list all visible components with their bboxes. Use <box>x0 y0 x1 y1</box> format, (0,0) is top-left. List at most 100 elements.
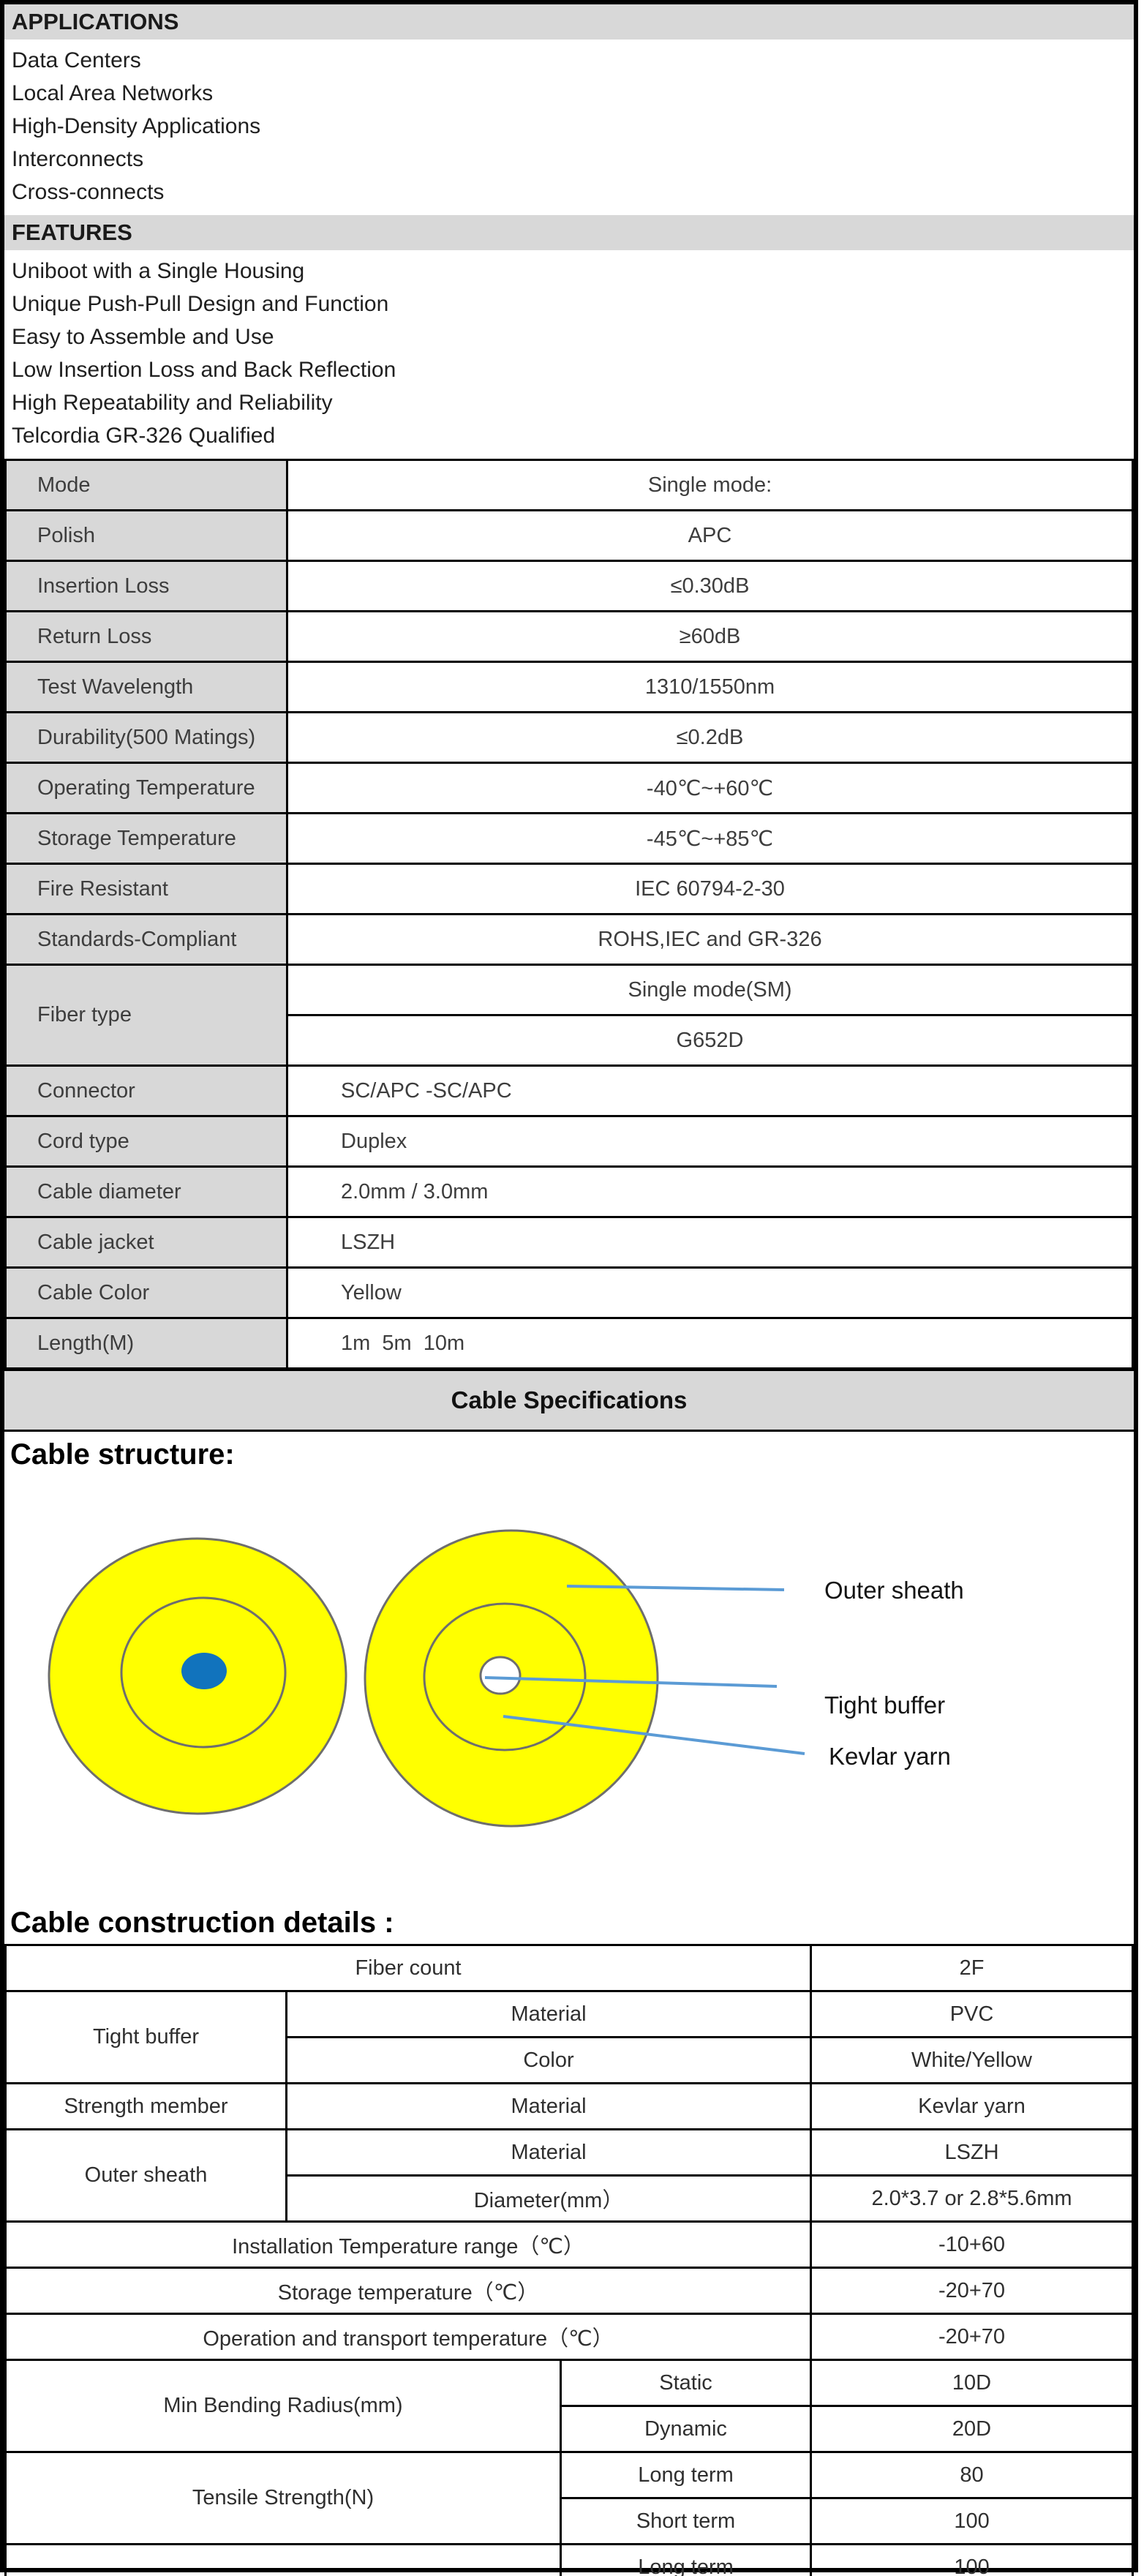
spec-label-cell: Operating Temperature <box>4 762 288 814</box>
construction-value-cell: 80 <box>810 2451 1134 2499</box>
list-item: Data Centers <box>12 48 141 72</box>
list-item: High Repeatability and Reliability <box>12 390 333 415</box>
construction-value-cell: 2.0*3.7 or 2.8*5.6mm <box>810 2174 1134 2223</box>
spec-label-cell: Cord type <box>4 1115 288 1168</box>
spec-value-cell: Single mode(SM) <box>286 964 1134 1016</box>
spec-label-cell: Cable Color <box>4 1266 288 1319</box>
table-row: Operating Temperature -40℃~+60℃ <box>4 762 1134 814</box>
construction-param-cell: Long term <box>559 2543 813 2576</box>
spec-value-cell: SC/APC -SC/APC <box>286 1064 1134 1117</box>
callout-line-kevlar-yarn <box>503 1715 805 1755</box>
spec-label-cell: Return Loss <box>4 610 288 663</box>
construction-param-cell: Diameter(mm） <box>285 2174 813 2223</box>
construction-param-cell: Material <box>285 2128 813 2177</box>
spec-value-cell: ≤0.2dB <box>286 711 1134 764</box>
construction-param-cell: Short term <box>559 2497 813 2545</box>
spec-value-cell: 2.0mm / 3.0mm <box>286 1165 1134 1218</box>
applications-header-label: APPLICATIONS <box>12 9 179 34</box>
construction-label-cell: Tight buffer <box>4 1990 287 2084</box>
list-item: Interconnects <box>12 146 144 171</box>
construction-label-cell: Crush Load (N/100mm) <box>4 2543 562 2576</box>
table-row: Durability(500 Matings) ≤0.2dB <box>4 711 1134 764</box>
construction-label-cell: Outer sheath <box>4 2128 287 2223</box>
spec-label-cell: Fire Resistant <box>4 863 288 915</box>
applications-list: Data Centers Local Area Networks High-De… <box>4 40 1134 215</box>
construction-value-cell: LSZH <box>810 2128 1134 2177</box>
spec-label-cell: Durability(500 Matings) <box>4 711 288 764</box>
table-row: Outer sheath Material LSZH <box>4 2128 1134 2223</box>
construction-value-cell: -20+70 <box>810 2313 1134 2361</box>
table-row: Storage Temperature -45℃~+85℃ <box>4 812 1134 865</box>
spec-label-cell: Insertion Loss <box>4 560 288 612</box>
spec-label-cell: Cable diameter <box>4 1165 288 1218</box>
spec-label-cell: Test Wavelength <box>4 661 288 713</box>
table-row: Installation Temperature range（℃） -10+60 <box>4 2220 1134 2269</box>
kevlar-ring-left <box>120 1596 287 1749</box>
list-item: High-Density Applications <box>12 113 261 138</box>
spec-value-cell: 1m 5m 10m <box>286 1317 1134 1370</box>
spec-value-cell: APC <box>286 509 1134 562</box>
kevlar-ring-right <box>423 1602 587 1751</box>
construction-label-cell: Min Bending Radius(mm) <box>4 2359 562 2453</box>
kevlar-yarn-label: Kevlar yarn <box>829 1743 951 1770</box>
table-row: Cable diameter 2.0mm / 3.0mm <box>4 1165 1134 1218</box>
cable-cross-section-drawing: Outer sheath Tight buffer Kevlar yarn <box>48 1529 964 1828</box>
table-row: Storage temperature（℃） -20+70 <box>4 2267 1134 2315</box>
spec-value-cell: Single mode: <box>286 459 1134 511</box>
applications-header: APPLICATIONS <box>4 4 1134 40</box>
list-item: Local Area Networks <box>12 80 214 105</box>
table-row: G652D <box>6 1014 1134 1067</box>
construction-label-cell: Tensile Strength(N) <box>4 2451 562 2545</box>
spec-value-cell: LSZH <box>286 1216 1134 1269</box>
spec-label-cell: Connector <box>4 1064 288 1117</box>
table-row: Standards-Compliant ROHS,IEC and GR-326 <box>4 913 1134 966</box>
table-row: Cord type Duplex <box>4 1115 1134 1168</box>
table-row: Polish APC <box>4 509 1134 562</box>
table-row: Connector SC/APC -SC/APC <box>4 1064 1134 1117</box>
cable-structure-diagram: Outer sheath Tight buffer Kevlar yarn <box>4 1477 1134 1901</box>
table-row: Tight buffer Material PVC <box>4 1990 1134 2084</box>
features-list: Uniboot with a Single Housing Unique Pus… <box>4 250 1134 459</box>
features-header-label: FEATURES <box>12 219 132 245</box>
cable-structure-heading: Cable structure: <box>10 1438 235 1471</box>
spec-label-cell: Mode <box>4 459 288 511</box>
construction-value-cell: -20+70 <box>810 2267 1134 2315</box>
spec-value-cell: 1310/1550nm <box>286 661 1134 713</box>
construction-param-cell: Dynamic <box>559 2405 813 2453</box>
spec-value-cell: IEC 60794-2-30 <box>286 863 1134 915</box>
table-row: Diameter(mm） 2.0*3.7 or 2.8*5.6mm <box>6 2174 1134 2223</box>
table-row: Strength member Material Kevlar yarn <box>4 2082 1134 2130</box>
construction-value-cell: Kevlar yarn <box>810 2082 1134 2130</box>
table-row: Return Loss ≥60dB <box>4 610 1134 663</box>
list-item: Unique Push-Pull Design and Function <box>12 291 389 316</box>
spec-value-cell: Yellow <box>286 1266 1134 1319</box>
construction-param-cell: Static <box>559 2359 813 2407</box>
callout-line-tight-buffer <box>484 1676 778 1688</box>
spec-value-cell: G652D <box>286 1014 1134 1067</box>
table-row: Insertion Loss ≤0.30dB <box>4 560 1134 612</box>
table-row: Crush Load (N/100mm) Long term 100 <box>4 2543 1134 2576</box>
spec-label-cell: Standards-Compliant <box>4 913 288 966</box>
table-row: Fire Resistant IEC 60794-2-30 <box>4 863 1134 915</box>
construction-value-cell: White/Yellow <box>810 2036 1134 2084</box>
callout-line-outer-sheath <box>566 1585 785 1591</box>
tight-buffer-label: Tight buffer <box>824 1691 945 1719</box>
cable-specifications-banner: Cable Specifications <box>4 1370 1134 1432</box>
construction-param-cell: Long term <box>559 2451 813 2499</box>
construction-label-cell: Operation and transport temperature（℃） <box>4 2313 813 2361</box>
spec-value-cell: ≤0.30dB <box>286 560 1134 612</box>
table-row: Dynamic 20D <box>6 2405 1134 2453</box>
spec-value-cell: ROHS,IEC and GR-326 <box>286 913 1134 966</box>
construction-param-cell: Color <box>285 2036 813 2084</box>
construction-value-cell: 100 <box>810 2543 1134 2576</box>
list-item: Easy to Assemble and Use <box>12 324 274 349</box>
construction-label-cell: Installation Temperature range（℃） <box>4 2220 813 2269</box>
construction-value-cell: PVC <box>810 1990 1134 2038</box>
construction-value-cell: -10+60 <box>810 2220 1134 2269</box>
table-row: Test Wavelength 1310/1550nm <box>4 661 1134 713</box>
list-item: Telcordia GR-326 Qualified <box>12 423 276 448</box>
construction-value-cell: 20D <box>810 2405 1134 2453</box>
construction-label-cell: Strength member <box>4 2082 287 2130</box>
spec-value-cell: -45℃~+85℃ <box>286 812 1134 865</box>
